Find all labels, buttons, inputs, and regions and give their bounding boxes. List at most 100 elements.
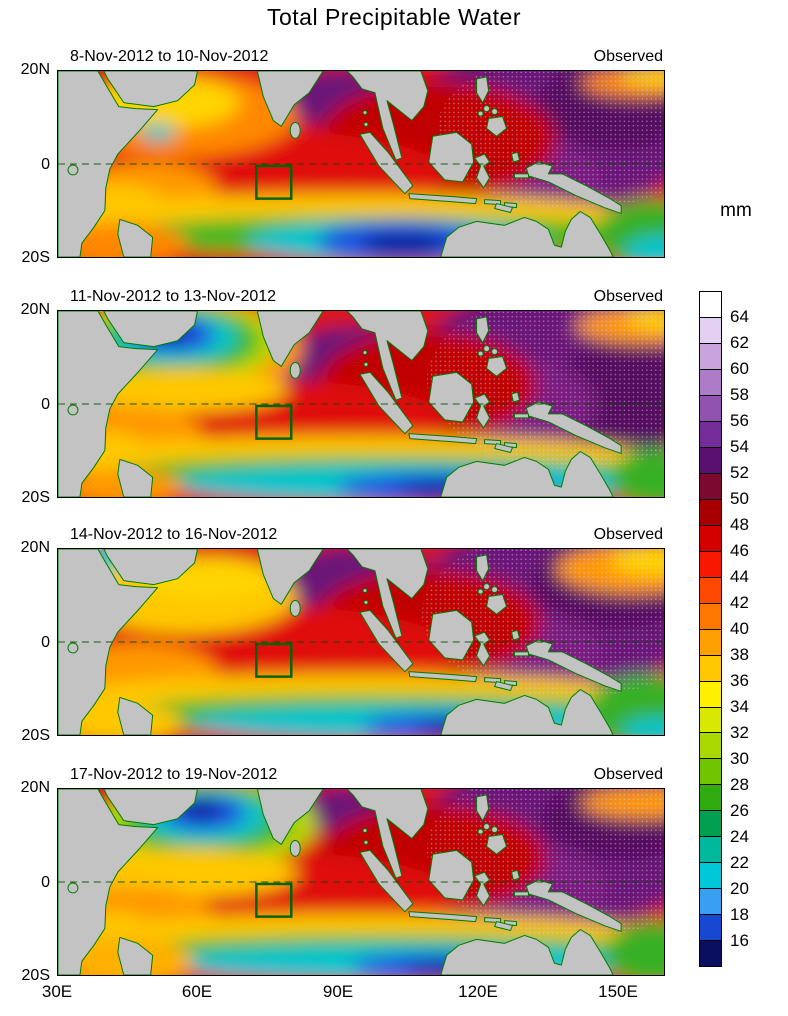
colorbar-tick-label: 18 xyxy=(730,905,749,924)
colorbar-tick-label: 24 xyxy=(730,827,749,846)
colorbar-cell xyxy=(700,292,721,317)
colorbar-cell xyxy=(700,446,721,473)
y-tick-label: 0 xyxy=(41,396,50,413)
y-tick-label: 20S xyxy=(21,967,50,984)
colorbar-cell xyxy=(700,628,721,655)
land-mask xyxy=(58,549,622,735)
colorbar-cell xyxy=(700,524,721,551)
colorbar-cell xyxy=(700,498,721,525)
precipitable-water-map xyxy=(58,71,664,257)
colorbar-tick-label: 64 xyxy=(730,307,749,326)
study-region-box xyxy=(255,404,293,440)
map-canvas xyxy=(57,548,665,736)
colorbar-cell xyxy=(700,342,721,369)
colorbar-tick-label: 46 xyxy=(730,541,749,560)
x-tick-label: 60E xyxy=(181,982,213,1001)
colorbar-cell xyxy=(700,940,721,967)
colorbar-cell xyxy=(700,472,721,499)
colorbar-tick-label: 34 xyxy=(730,697,749,716)
colorbar-tick-label: 44 xyxy=(730,567,749,586)
colorbar-tick-label: 16 xyxy=(730,931,749,950)
colorbar-tick-label: 28 xyxy=(730,775,749,794)
panel-header: 17-Nov-2012 to 19-Nov-2012 Observed xyxy=(57,766,665,786)
y-tick-label: 20N xyxy=(20,301,50,318)
colorbar-tick-label: 36 xyxy=(730,671,749,690)
panel-date-label: 8-Nov-2012 to 10-Nov-2012 xyxy=(70,48,269,65)
colorbar-cell xyxy=(700,914,721,941)
colorbar-tick-label: 62 xyxy=(730,333,749,352)
y-tick-label: 20S xyxy=(21,727,50,744)
colorbar-tick-label: 42 xyxy=(730,593,749,612)
x-tick-label: 90E xyxy=(322,982,354,1001)
colorbar-cell xyxy=(700,654,721,681)
precipitable-water-map xyxy=(58,789,664,975)
y-tick-label: 0 xyxy=(41,874,50,891)
colorbar-cell xyxy=(700,420,721,447)
panel-source-label: Observed xyxy=(593,48,663,65)
y-tick-label: 20S xyxy=(21,489,50,506)
colorbar-tick-label: 56 xyxy=(730,411,749,430)
map-panel-1: 8-Nov-2012 to 10-Nov-2012 Observed 20N 0… xyxy=(0,48,788,266)
colorbar-tick-label: 30 xyxy=(730,749,749,768)
colorbar-unit-label: mm xyxy=(720,200,752,221)
colorbar-cell xyxy=(700,316,721,343)
precipitable-water-map xyxy=(58,549,664,735)
colorbar-tick-label: 60 xyxy=(730,359,749,378)
colorbar-cell xyxy=(700,758,721,785)
y-tick-label: 0 xyxy=(41,156,50,173)
panel-date-label: 11-Nov-2012 to 13-Nov-2012 xyxy=(70,288,277,305)
colorbar-cell xyxy=(700,680,721,707)
x-tick-label: 120E xyxy=(458,982,498,1001)
map-panel-4: 17-Nov-2012 to 19-Nov-2012 Observed 20N … xyxy=(0,766,788,984)
colorbar-cell xyxy=(700,888,721,915)
panel-source-label: Observed xyxy=(593,526,663,543)
y-tick-label: 20S xyxy=(21,249,50,266)
study-region-box xyxy=(255,164,293,200)
study-region-box xyxy=(255,882,293,918)
colorbar-cell xyxy=(700,706,721,733)
colorbar-tick-label: 38 xyxy=(730,645,749,664)
colorbar-tick-label: 48 xyxy=(730,515,749,534)
colorbar-cell xyxy=(700,602,721,629)
colorbar-cell xyxy=(700,784,721,811)
colorbar-tick-label: 20 xyxy=(730,879,749,898)
panel-date-label: 14-Nov-2012 to 16-Nov-2012 xyxy=(70,526,278,543)
colorbar-cell xyxy=(700,862,721,889)
panel-date-label: 17-Nov-2012 to 19-Nov-2012 xyxy=(70,766,278,783)
colorbar-tick-label: 26 xyxy=(730,801,749,820)
colorbar-cells xyxy=(699,291,722,967)
y-tick-label: 20N xyxy=(20,539,50,556)
study-region-box xyxy=(255,642,293,678)
panel-header: 8-Nov-2012 to 10-Nov-2012 Observed xyxy=(57,48,665,68)
colorbar-cell xyxy=(700,368,721,395)
map-canvas xyxy=(57,788,665,976)
colorbar-tick-label: 52 xyxy=(730,463,749,482)
figure-title: Total Precipitable Water xyxy=(266,4,522,30)
map-canvas xyxy=(57,70,665,258)
panel-header: 11-Nov-2012 to 13-Nov-2012 Observed xyxy=(57,288,665,308)
x-tick-label: 30E xyxy=(41,982,73,1001)
map-panel-3: 14-Nov-2012 to 16-Nov-2012 Observed 20N … xyxy=(0,526,788,744)
y-tick-label: 20N xyxy=(20,779,50,796)
colorbar-tick-label: 22 xyxy=(730,853,749,872)
colorbar-cell xyxy=(700,394,721,421)
panel-source-label: Observed xyxy=(593,288,663,305)
precipitable-water-map xyxy=(58,311,664,497)
colorbar-tick-label: 58 xyxy=(730,385,749,404)
y-tick-label: 20N xyxy=(20,61,50,78)
colorbar-labels: 64 62 60 58 56 54 52 50 48 46 44 42 40 38 36 34 32 30 28 26… xyxy=(730,291,776,967)
colorbar-tick-label: 40 xyxy=(730,619,749,638)
x-tick-label: 150E xyxy=(598,982,638,1001)
panel-header: 14-Nov-2012 to 16-Nov-2012 Observed xyxy=(57,526,665,546)
map-canvas xyxy=(57,310,665,498)
colorbar-cell xyxy=(700,810,721,837)
y-tick-label: 0 xyxy=(41,634,50,651)
colorbar-cell xyxy=(700,576,721,603)
colorbar-cell xyxy=(700,550,721,577)
panel-source-label: Observed xyxy=(593,766,663,783)
colorbar-cell xyxy=(700,732,721,759)
colorbar-cell xyxy=(700,836,721,863)
colorbar-tick-label: 54 xyxy=(730,437,749,456)
map-panel-2: 11-Nov-2012 to 13-Nov-2012 Observed 20N … xyxy=(0,288,788,506)
